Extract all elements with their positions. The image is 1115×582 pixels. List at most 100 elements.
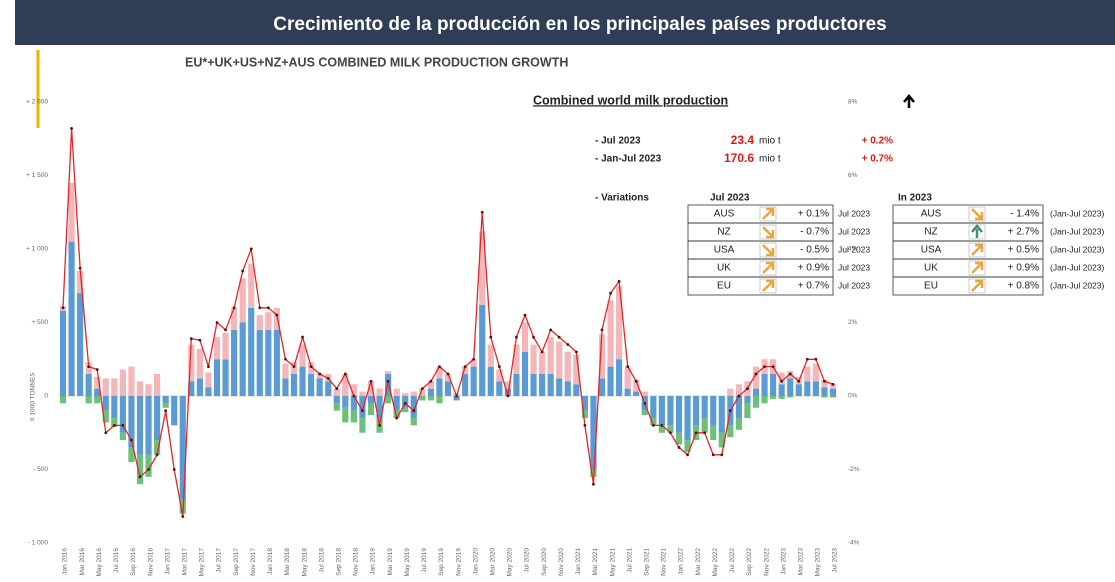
bar-segment <box>812 363 819 382</box>
country: NZ <box>717 227 730 238</box>
bar-segment <box>564 381 571 396</box>
bar-segment <box>290 362 298 374</box>
bar-segment <box>479 231 486 305</box>
bar-segment <box>145 454 152 477</box>
trend-arrow <box>971 243 984 256</box>
total-point <box>87 365 91 368</box>
bar-segment <box>77 271 84 294</box>
x-tick-label: May 2018 <box>301 548 308 577</box>
variation: + 0.8% <box>1008 281 1040 292</box>
total-point <box>480 210 484 214</box>
bar-segment <box>145 396 152 455</box>
trend-arrow <box>762 279 775 292</box>
bar-segment <box>136 381 144 396</box>
bar-segment <box>787 396 794 398</box>
total-point <box>78 266 82 270</box>
bar-segment <box>633 391 640 396</box>
bar-segment <box>179 396 186 499</box>
total-point <box>420 387 424 391</box>
table-row <box>892 276 1044 296</box>
total-point <box>643 401 647 405</box>
x-tick-label: Sep 2020 <box>541 548 548 576</box>
period: Jul 2023 <box>838 244 870 254</box>
variation: - 1.4% <box>1010 209 1039 220</box>
period: (Jan-Jul 2023) <box>1050 226 1105 236</box>
bar-segment <box>231 307 238 330</box>
bar-segment <box>333 388 340 396</box>
bar-segment <box>94 376 101 389</box>
total-point <box>609 291 612 295</box>
bar-segment <box>350 384 357 396</box>
x-tick-label: Mar 2023 <box>797 548 804 576</box>
bar-segment <box>196 378 203 396</box>
bar-segment <box>248 307 255 396</box>
bar-segment <box>470 359 477 367</box>
total-point <box>61 306 65 310</box>
summary-value: 23.4 <box>731 133 755 147</box>
bar-segment <box>470 366 477 396</box>
bar-segment <box>128 396 135 448</box>
x-tick-label: Mar 2022 <box>695 548 702 576</box>
bar-segment <box>282 363 289 379</box>
bar-segment <box>316 373 323 379</box>
y-tick-label: - 500 <box>33 466 48 473</box>
variation: - 0.5% <box>800 245 829 256</box>
bar-segment <box>111 396 118 419</box>
bar-segment <box>119 369 126 396</box>
x-tick-label: Nov 2022 <box>763 548 770 576</box>
total-point <box>207 365 210 368</box>
x-tick-label: Sep 2016 <box>130 548 137 576</box>
bar-segment <box>419 396 426 401</box>
bar-segment <box>316 378 323 396</box>
header-bar <box>15 0 1115 45</box>
total-point <box>583 424 587 427</box>
bar-segment <box>504 381 511 389</box>
bar-segment <box>265 329 272 396</box>
country: UK <box>717 263 731 274</box>
total-point <box>515 335 518 339</box>
x-tick-label: May 2017 <box>199 548 206 577</box>
total-point <box>70 127 73 130</box>
trend-arrow <box>971 208 984 221</box>
bar-segment <box>521 322 529 352</box>
total-point <box>626 365 630 368</box>
x-tick-label: May 2020 <box>507 548 514 577</box>
period: (Jan-Jul 2023) <box>1050 244 1105 254</box>
total-point <box>104 431 108 435</box>
bar-segment <box>393 396 400 411</box>
bar-segment <box>607 366 614 396</box>
total-point <box>549 328 553 332</box>
bar-segment <box>77 293 84 396</box>
bar-segment <box>658 425 665 433</box>
period: (Jan-Jul 2023) <box>1050 208 1105 218</box>
total-point <box>720 453 724 457</box>
bar-segment <box>821 396 828 398</box>
bar-segment <box>205 372 212 388</box>
bar-segment <box>273 329 280 396</box>
bar-segment <box>410 391 417 396</box>
trend-arrow <box>762 261 775 274</box>
bar-segment <box>650 418 657 426</box>
bar-segment <box>804 381 811 396</box>
bar-segment <box>248 263 255 308</box>
bar-segment <box>273 307 280 330</box>
bar-segment <box>624 388 631 396</box>
bar-segment <box>393 388 400 396</box>
x-tick-label: Nov 2020 <box>558 548 565 576</box>
bar-segment <box>213 337 221 360</box>
bar-segment <box>154 440 161 455</box>
y2-tick-label: 0% <box>848 393 858 400</box>
total-point <box>232 306 236 310</box>
bar-segment <box>68 241 75 396</box>
total-point <box>95 368 99 371</box>
total-point <box>189 337 193 341</box>
total-point <box>703 431 707 435</box>
x-tick-label: Jan 2018 <box>267 548 274 575</box>
y2-tick-label: -4% <box>848 540 860 547</box>
bar-segment <box>436 378 443 396</box>
bar-segment <box>119 432 126 441</box>
bar-segment <box>556 378 563 396</box>
period: Jul 2023 <box>838 280 870 290</box>
total-point <box>112 424 116 427</box>
y2-tick-label: 6% <box>848 172 858 179</box>
